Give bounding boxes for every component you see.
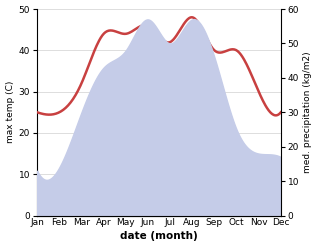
Y-axis label: max temp (C): max temp (C) (5, 81, 15, 144)
X-axis label: date (month): date (month) (120, 231, 198, 242)
Y-axis label: med. precipitation (kg/m2): med. precipitation (kg/m2) (303, 51, 313, 173)
